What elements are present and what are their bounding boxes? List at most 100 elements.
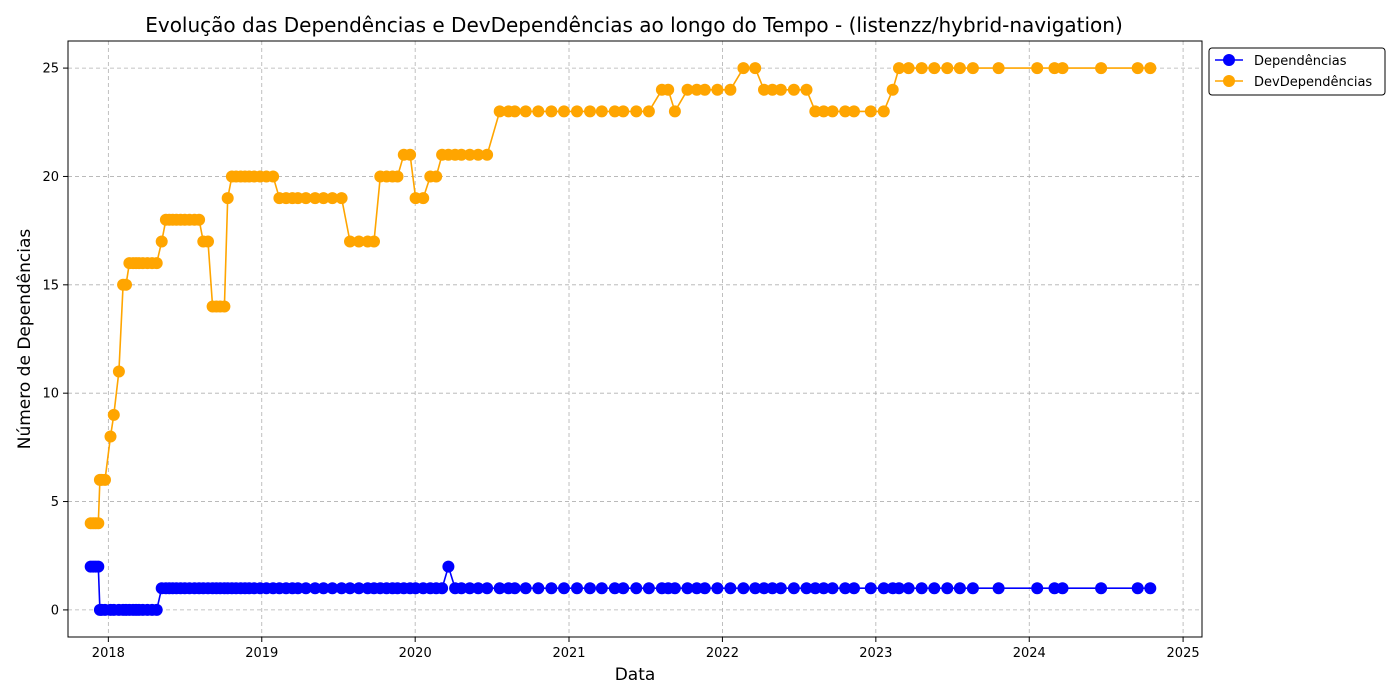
legend-swatch-marker-dependencias <box>1223 54 1235 66</box>
data-point-dependencias <box>1031 582 1044 595</box>
axes: 2018 2019 2020 2021 2022 2023 2024 202505101520… <box>42 62 1199 661</box>
data-point-devdependencias <box>455 148 468 161</box>
data-point-dependencias <box>335 582 348 595</box>
data-point-devdependencias <box>92 517 105 530</box>
x-axis-label: Data <box>615 665 656 685</box>
data-point-devdependencias <box>1144 62 1157 75</box>
data-point-dependencias <box>436 582 449 595</box>
data-point-dependencias <box>558 582 570 595</box>
data-point-dependencias <box>953 582 966 595</box>
data-point-devdependencias <box>608 105 621 118</box>
data-point-dependencias <box>774 582 787 595</box>
data-point-dependencias <box>1056 582 1069 595</box>
data-point-devdependencias <box>267 170 280 183</box>
data-point-devdependencias <box>877 105 890 118</box>
data-point-devdependencias <box>193 213 206 226</box>
data-point-devdependencias <box>202 235 214 248</box>
data-point-dependencias <box>1144 582 1157 595</box>
data-point-dependencias <box>617 582 630 595</box>
data-point-devdependencias <box>749 62 762 75</box>
data-point-dependencias <box>817 582 830 595</box>
data-point-devdependencias <box>326 192 339 205</box>
data-point-devdependencias <box>571 105 583 118</box>
data-point-dependencias <box>481 582 494 595</box>
data-point-devdependencias <box>630 105 643 118</box>
data-point-devdependencias <box>724 83 737 96</box>
data-point-dependencias <box>966 582 979 595</box>
y-tick-label: 20 <box>42 170 59 185</box>
data-point-devdependencias <box>112 365 125 378</box>
data-point-dependencias <box>442 560 455 573</box>
data-point-dependencias <box>864 582 877 595</box>
data-point-devdependencias <box>584 105 596 118</box>
data-point-dependencias <box>309 582 322 595</box>
data-point-devdependencias <box>864 105 877 118</box>
data-point-dependencias <box>317 582 330 595</box>
data-point-dependencias <box>352 582 365 595</box>
data-point-dependencias <box>584 582 596 595</box>
data-point-dependencias <box>472 582 485 595</box>
data-point-dependencias <box>766 582 779 595</box>
y-tick-label: 0 <box>51 603 59 618</box>
y-tick-label: 10 <box>42 387 59 402</box>
x-tick-label: 2022 <box>706 646 739 661</box>
data-point-devdependencias <box>758 83 770 96</box>
data-point-dependencias <box>642 582 655 595</box>
data-point-devdependencias <box>309 192 322 205</box>
data-point-dependencias <box>915 582 928 595</box>
data-point-dependencias <box>749 582 762 595</box>
data-point-devdependencias <box>915 62 928 75</box>
data-point-devdependencias <box>404 148 417 161</box>
data-point-devdependencias <box>941 62 954 75</box>
data-point-dependencias <box>92 560 105 573</box>
data-point-dependencias <box>595 582 608 595</box>
data-point-dependencias <box>928 582 941 595</box>
data-point-dependencias <box>787 582 800 595</box>
chart-title: Evolução das Dependências e DevDependênc… <box>145 13 1123 37</box>
data-point-dependencias <box>826 582 839 595</box>
data-point-devdependencias <box>218 300 231 313</box>
data-point-devdependencias <box>800 83 813 96</box>
data-point-devdependencias <box>595 105 608 118</box>
data-point-devdependencias <box>737 62 750 75</box>
data-point-devdependencias <box>774 83 787 96</box>
legend-swatch-marker-devdependencias <box>1223 75 1235 87</box>
data-point-devdependencias <box>766 83 779 96</box>
data-point-dependencias <box>1095 582 1108 595</box>
data-point-dependencias <box>463 582 476 595</box>
data-point-devdependencias <box>493 105 506 118</box>
data-point-devdependencias <box>532 105 545 118</box>
data-point-devdependencias <box>826 105 839 118</box>
data-point-dependencias <box>809 582 822 595</box>
data-point-dependencias <box>493 582 506 595</box>
data-point-dependencias <box>608 582 621 595</box>
data-point-devdependencias <box>1056 62 1069 75</box>
data-point-dependencias <box>299 582 312 595</box>
data-point-devdependencias <box>1131 62 1144 75</box>
legend-box <box>1208 47 1386 96</box>
data-point-devdependencias <box>299 192 312 205</box>
data-point-dependencias <box>455 582 468 595</box>
data-point-dependencias <box>737 582 750 595</box>
data-point-dependencias <box>724 582 737 595</box>
data-point-dependencias <box>839 582 852 595</box>
data-point-devdependencias <box>472 148 485 161</box>
data-point-devdependencias <box>104 430 117 443</box>
data-point-devdependencias <box>886 83 899 96</box>
data-point-devdependencias <box>839 105 852 118</box>
data-point-devdependencias <box>107 408 120 421</box>
data-point-dependencias <box>877 582 890 595</box>
data-point-dependencias <box>902 582 915 595</box>
legend: Dependências DevDependências <box>1208 47 1386 96</box>
data-point-dependencias <box>848 582 860 595</box>
plot-frame <box>67 40 1203 638</box>
data-point-dependencias <box>571 582 583 595</box>
data-point-devdependencias <box>519 105 532 118</box>
x-tick-label: 2021 <box>552 646 585 661</box>
data-point-devdependencias <box>545 105 558 118</box>
data-point-devdependencias <box>508 105 521 118</box>
data-point-dependencias <box>1131 582 1144 595</box>
data-point-devdependencias <box>344 235 356 248</box>
y-tick-label: 25 <box>42 62 59 77</box>
